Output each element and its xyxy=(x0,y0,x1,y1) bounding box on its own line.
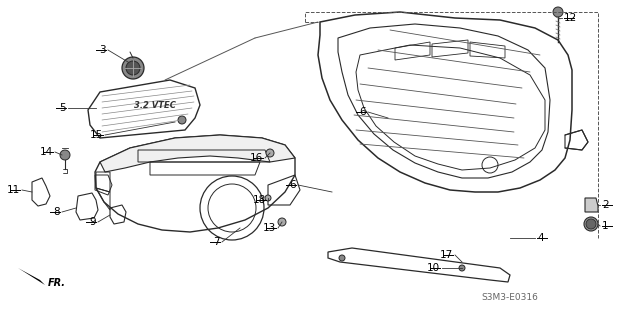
Text: 1: 1 xyxy=(602,221,609,231)
Text: 8: 8 xyxy=(53,207,60,217)
Text: 4: 4 xyxy=(537,233,543,243)
Text: 18: 18 xyxy=(253,195,266,205)
Text: S3M3-E0316: S3M3-E0316 xyxy=(481,294,538,303)
Text: 5: 5 xyxy=(60,103,66,113)
Text: 9: 9 xyxy=(90,217,96,227)
Circle shape xyxy=(459,265,465,271)
Text: 3: 3 xyxy=(99,45,106,55)
Text: 16: 16 xyxy=(250,153,263,163)
Circle shape xyxy=(60,150,70,160)
Circle shape xyxy=(339,255,345,261)
Text: 10: 10 xyxy=(427,263,440,273)
Circle shape xyxy=(122,57,144,79)
Text: 3.2 VTEC: 3.2 VTEC xyxy=(134,100,176,109)
Circle shape xyxy=(178,116,186,124)
Circle shape xyxy=(126,61,140,75)
Circle shape xyxy=(584,217,598,231)
Text: FR.: FR. xyxy=(48,278,66,288)
Circle shape xyxy=(553,7,563,17)
Text: 14: 14 xyxy=(40,147,53,157)
Circle shape xyxy=(278,218,286,226)
Text: 6: 6 xyxy=(360,107,366,117)
Text: 11: 11 xyxy=(7,185,20,195)
Text: 15: 15 xyxy=(90,130,103,140)
Text: 13: 13 xyxy=(263,223,276,233)
Text: 7: 7 xyxy=(213,237,220,247)
Text: 12: 12 xyxy=(564,13,577,23)
Polygon shape xyxy=(585,198,598,212)
Circle shape xyxy=(586,219,596,229)
Circle shape xyxy=(266,149,274,157)
Text: 2: 2 xyxy=(602,200,609,210)
Text: 17: 17 xyxy=(440,250,453,260)
Circle shape xyxy=(265,195,271,201)
Polygon shape xyxy=(18,268,45,285)
Text: 6: 6 xyxy=(289,180,296,190)
Polygon shape xyxy=(100,135,295,172)
